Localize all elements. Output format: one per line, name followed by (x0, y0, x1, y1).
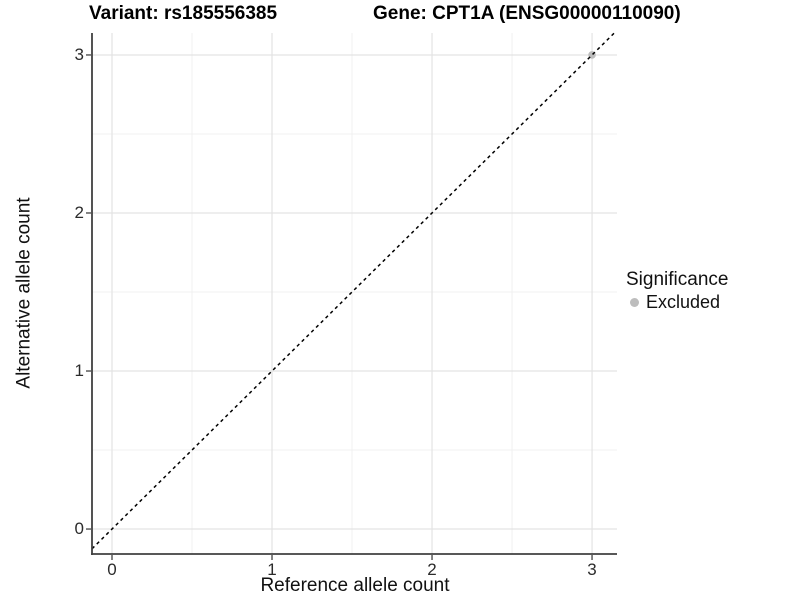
excluded-marker-icon (630, 298, 639, 307)
y-tick-label: 3 (74, 44, 84, 64)
legend-item-excluded: Excluded (626, 293, 728, 312)
x-tick-label: 0 (107, 560, 117, 579)
legend-title: Significance (626, 269, 729, 290)
gene-title: Gene: CPT1A (ENSG00000110090) (373, 3, 681, 24)
y-tick-label: 2 (74, 202, 84, 222)
x-axis-label: Reference allele count (260, 575, 450, 596)
legend-item-label: Excluded (646, 292, 721, 312)
x-tick-label: 3 (587, 560, 597, 579)
y-tick-label: 0 (74, 519, 84, 539)
y-tick-label: 1 (74, 361, 84, 380)
legend: Significance Excluded (626, 269, 728, 312)
x-tick-label: 2 (427, 560, 437, 579)
variant-title: Variant: rs185556385 (89, 3, 278, 24)
identity-reference-line (91, 32, 615, 550)
x-tick-label: 1 (267, 560, 277, 579)
y-axis-label: Alternative allele count (13, 197, 35, 389)
